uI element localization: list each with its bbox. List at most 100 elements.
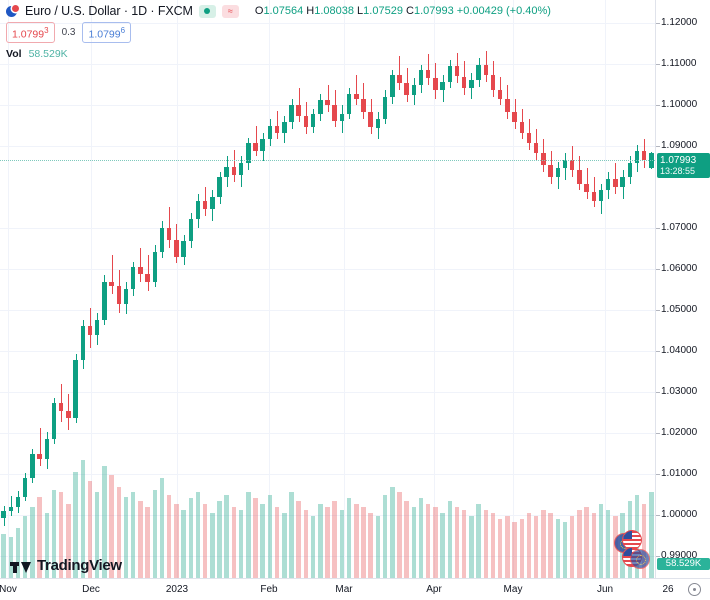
candle-body — [51, 402, 57, 439]
volume-bar — [555, 519, 561, 578]
volume-bar — [152, 489, 157, 578]
volume-bar — [1, 533, 6, 578]
candle-body — [159, 227, 165, 252]
volume-axis-badge[interactable]: 58.529K — [657, 558, 710, 570]
price-axis[interactable]: 1.12000 1.11000 1.10000 1.09000 1.07000 1.060… — [655, 0, 710, 600]
candle-body — [102, 282, 107, 320]
price-axis-tick: 1.01000 — [656, 469, 697, 479]
tick-mark — [656, 23, 660, 24]
volume-bar — [30, 507, 35, 578]
volume-bar — [418, 498, 424, 578]
volume-bar — [138, 501, 143, 578]
candle-body — [80, 326, 85, 361]
candle-body — [634, 151, 640, 164]
candle-body — [138, 266, 143, 274]
time-axis-tick: Jun — [596, 584, 614, 595]
volume-bar — [15, 527, 21, 578]
volume-bar — [440, 513, 445, 578]
candle-body — [426, 69, 431, 79]
tick-mark — [656, 146, 660, 147]
candle-body — [123, 289, 129, 305]
candle-body — [296, 105, 301, 116]
volume-bar — [476, 504, 481, 578]
candle-body — [512, 112, 517, 123]
volume-bar — [562, 521, 568, 578]
candle-body — [202, 200, 208, 210]
current-price-line — [0, 160, 655, 161]
tick-mark — [656, 351, 660, 352]
volume-bar — [37, 496, 42, 578]
volume-bar — [498, 519, 503, 578]
candle-body — [462, 76, 467, 89]
candle-body — [289, 105, 294, 123]
candle-body — [447, 66, 453, 82]
volume-bar — [130, 492, 136, 578]
pair-flag-badges — [612, 530, 652, 570]
clock-settings-icon[interactable] — [688, 583, 701, 596]
candle-body — [44, 438, 49, 459]
grid-line — [434, 0, 435, 578]
grid-line — [0, 392, 655, 393]
volume-bar — [238, 510, 244, 578]
volume-bar — [483, 510, 489, 578]
tick-mark — [656, 515, 660, 516]
candle-body — [145, 273, 150, 283]
candle-body — [498, 90, 503, 99]
price-axis-tick: 1.12000 — [656, 18, 697, 28]
candle-body — [310, 113, 316, 128]
candle-body — [181, 241, 186, 257]
volume-bar — [569, 516, 575, 578]
time-axis-tick: Apr — [426, 584, 442, 595]
volume-bar — [73, 471, 78, 578]
candle-wick — [234, 149, 235, 182]
candle-body — [166, 227, 172, 240]
tradingview-logo[interactable]: TradingView — [10, 557, 122, 574]
volume-bar — [490, 513, 496, 578]
candle-body — [418, 69, 424, 85]
candle-wick — [169, 207, 170, 249]
chart-pane[interactable] — [0, 0, 655, 578]
candle-wick — [615, 163, 616, 194]
price-axis-tick: 1.10000 — [656, 100, 697, 110]
volume-bar — [397, 492, 402, 578]
volume-bar — [274, 507, 280, 578]
grid-line — [0, 351, 655, 352]
candle-body — [260, 139, 265, 152]
tick-mark — [656, 474, 660, 475]
volume-bar — [519, 519, 525, 578]
volume-bar — [44, 513, 49, 578]
candle-wick — [277, 110, 278, 140]
grid-line — [177, 0, 178, 578]
grid-line — [0, 474, 655, 475]
volume-bar — [282, 513, 287, 578]
volume-bar — [411, 507, 417, 578]
candle-body — [433, 78, 438, 91]
candle-body — [505, 98, 510, 113]
candle-body — [8, 506, 14, 511]
volume-bar — [548, 513, 553, 578]
grid-line — [0, 269, 655, 270]
volume-bar — [58, 492, 64, 578]
price-axis-tick: 1.04000 — [656, 346, 697, 356]
tick-mark — [656, 228, 660, 229]
candle-body — [613, 178, 618, 187]
volume-bar — [181, 510, 186, 578]
candle-body — [274, 125, 280, 133]
volume-bar — [584, 507, 589, 578]
grid-line — [0, 515, 655, 516]
tick-mark — [656, 105, 660, 106]
candle-body — [390, 74, 395, 97]
volume-bar — [361, 507, 366, 578]
candle-body — [577, 170, 582, 184]
current-price-countdown: 13:28:55 — [660, 166, 696, 176]
candle-body — [526, 132, 532, 143]
candle-body — [332, 105, 337, 121]
time-axis[interactable]: Nov Dec 2023 Feb Mar Apr May Jun 26 — [0, 578, 710, 600]
candle-body — [30, 453, 35, 478]
volume-bar — [433, 507, 438, 578]
price-axis-tick: 1.03000 — [656, 387, 697, 397]
volume-bar — [469, 516, 474, 578]
volume-bar — [598, 504, 604, 578]
current-price-badge[interactable]: 1.07993 13:28:55 — [657, 153, 710, 178]
candle-body — [541, 153, 546, 165]
